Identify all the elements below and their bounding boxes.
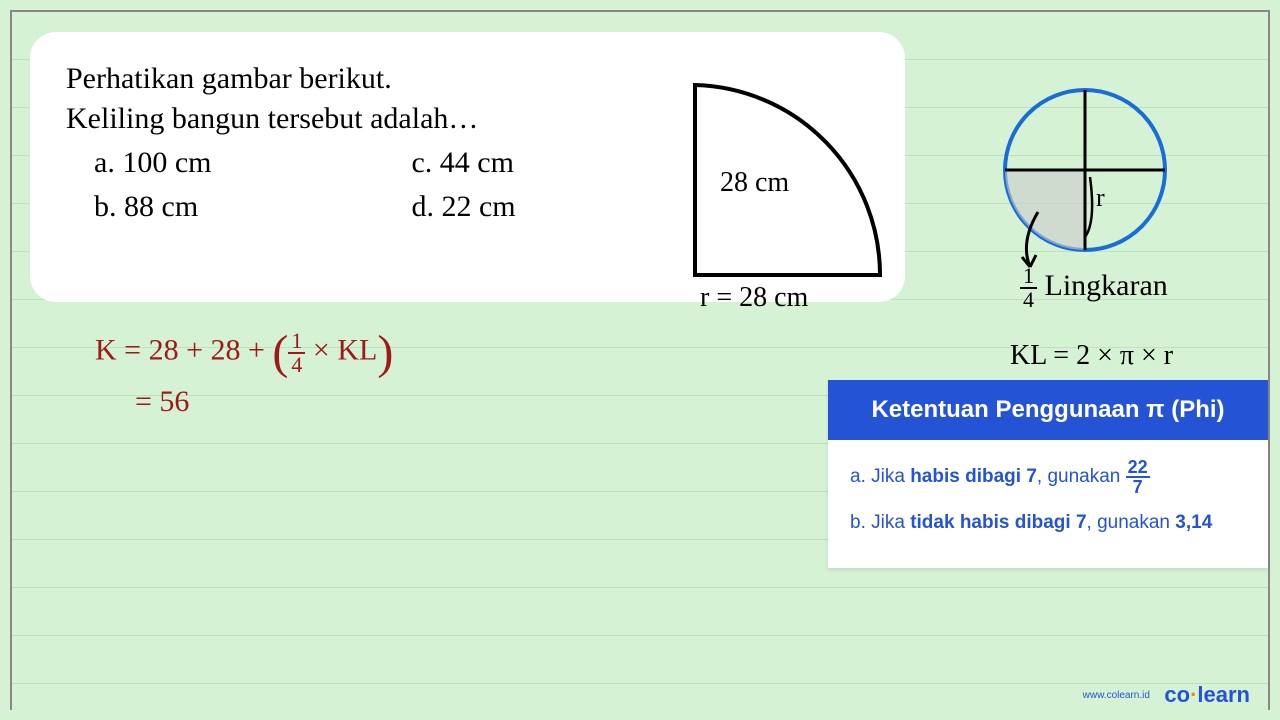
circle-fraction-label: 14 Lingkaran [1020, 265, 1168, 311]
pi-rule-b: b. Jika tidak habis dibagi 7, gunakan 3,… [850, 512, 1246, 534]
working-line-1: K = 28 + 28 + (14 × KL) [95, 325, 393, 380]
option-b: b. 88 cm [94, 190, 211, 224]
pi-rule-a: a. Jika habis dibagi 7, gunakan 227 [850, 458, 1246, 496]
pi-rules-title: Ketentuan Penggunaan π (Phi) [828, 380, 1268, 440]
option-c: c. 44 cm [411, 146, 515, 180]
option-a: a. 100 cm [94, 146, 211, 180]
colearn-logo: www.colearn.id co·learn [1083, 682, 1250, 708]
pi-rules-card: Ketentuan Penggunaan π (Phi) a. Jika hab… [828, 380, 1268, 568]
circumference-formula: KL = 2 × π × r [1010, 340, 1173, 372]
diagram-inner-label: 28 cm [720, 167, 789, 199]
diagram-r-label: r = 28 cm [700, 282, 808, 314]
logo-url: www.colearn.id [1083, 690, 1150, 701]
question-card: Perhatikan gambar berikut. Keliling bang… [30, 32, 905, 302]
circle-diagram: r [1000, 82, 1170, 282]
svg-text:r: r [1096, 183, 1105, 212]
option-d: d. 22 cm [411, 190, 515, 224]
working-line-2: = 56 [135, 385, 189, 419]
